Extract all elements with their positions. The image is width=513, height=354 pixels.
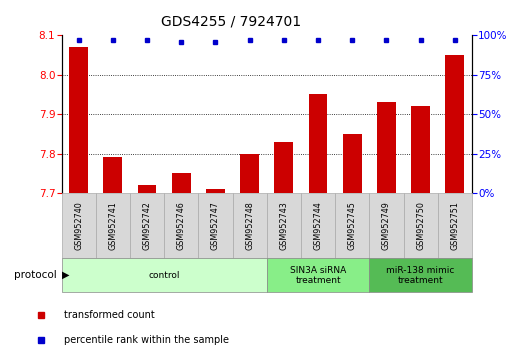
Text: miR-138 mimic
treatment: miR-138 mimic treatment [386,266,455,285]
Text: percentile rank within the sample: percentile rank within the sample [64,335,229,345]
Bar [62,193,96,258]
Text: GSM952749: GSM952749 [382,201,391,250]
Text: protocol: protocol [14,270,56,280]
Bar [309,95,327,193]
Bar [445,55,464,193]
Text: SIN3A siRNA
treatment: SIN3A siRNA treatment [290,266,346,285]
Bar [62,258,267,292]
Bar [69,47,88,193]
Text: GSM952743: GSM952743 [280,201,288,250]
Bar [206,189,225,193]
Bar [274,142,293,193]
Text: GSM952751: GSM952751 [450,201,459,250]
Text: GSM952748: GSM952748 [245,201,254,250]
Text: transformed count: transformed count [64,310,154,320]
Text: ▶: ▶ [62,270,70,280]
Text: GSM952746: GSM952746 [177,201,186,250]
Bar [96,193,130,258]
Bar [267,258,369,292]
Bar [335,193,369,258]
Text: GSM952745: GSM952745 [348,201,357,250]
Bar [232,193,267,258]
Text: GSM952742: GSM952742 [143,201,151,250]
Bar [411,106,430,193]
Bar [404,193,438,258]
Bar [137,185,156,193]
Bar [199,193,232,258]
Bar [104,158,122,193]
Text: control: control [148,271,180,280]
Bar [343,134,362,193]
Bar [267,193,301,258]
Text: GSM952750: GSM952750 [416,201,425,250]
Bar [164,193,199,258]
Text: GSM952740: GSM952740 [74,201,83,250]
Bar [172,173,191,193]
Bar [240,154,259,193]
Text: GDS4255 / 7924701: GDS4255 / 7924701 [161,14,301,28]
Bar [369,258,472,292]
Text: GSM952747: GSM952747 [211,201,220,250]
Text: GSM952741: GSM952741 [108,201,117,250]
Bar [438,193,472,258]
Bar [377,102,396,193]
Bar [301,193,335,258]
Bar [130,193,164,258]
Bar [369,193,404,258]
Text: GSM952744: GSM952744 [313,201,323,250]
